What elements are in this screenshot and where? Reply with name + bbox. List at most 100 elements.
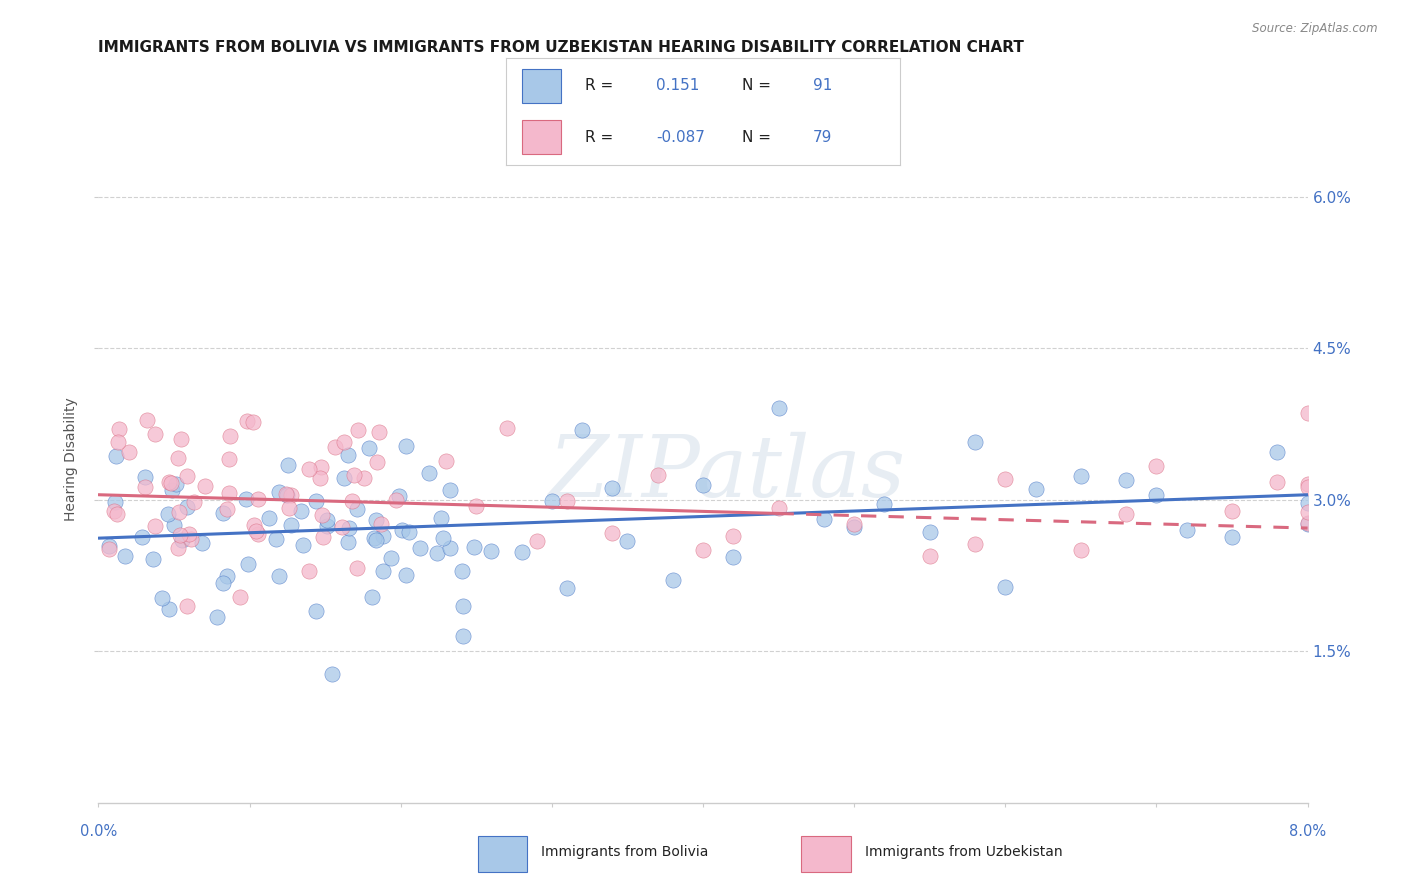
Point bbox=[994, 580, 1017, 594]
Point bbox=[160, 483, 183, 498]
Point bbox=[242, 415, 264, 429]
Point bbox=[205, 610, 228, 624]
Point bbox=[353, 470, 375, 484]
Point bbox=[1115, 473, 1137, 487]
Point bbox=[114, 549, 136, 564]
Point bbox=[1115, 507, 1137, 521]
Point bbox=[333, 471, 356, 485]
Point bbox=[844, 516, 866, 531]
Point bbox=[395, 568, 418, 582]
Point bbox=[398, 524, 420, 539]
Point bbox=[647, 467, 669, 482]
Point bbox=[526, 533, 548, 548]
Point bbox=[1070, 469, 1092, 483]
Point bbox=[1220, 530, 1243, 544]
Point bbox=[370, 516, 392, 531]
Point bbox=[366, 513, 388, 527]
Point bbox=[321, 667, 343, 681]
Point bbox=[170, 533, 193, 548]
Point bbox=[163, 517, 186, 532]
Point bbox=[98, 542, 121, 557]
Point bbox=[276, 487, 298, 501]
Point bbox=[768, 401, 790, 416]
Point bbox=[103, 504, 125, 518]
Text: -0.087: -0.087 bbox=[655, 129, 704, 145]
Point bbox=[965, 434, 987, 449]
Point bbox=[104, 449, 127, 463]
Point bbox=[571, 423, 593, 437]
Bar bbox=[478, 836, 527, 872]
Point bbox=[662, 573, 685, 587]
Point bbox=[434, 454, 457, 468]
Point bbox=[183, 495, 205, 509]
Point bbox=[395, 439, 418, 453]
Text: ZIPatlas: ZIPatlas bbox=[548, 432, 905, 515]
Point bbox=[918, 525, 941, 540]
Point bbox=[1296, 477, 1319, 491]
Point bbox=[167, 450, 190, 465]
Text: Immigrants from Bolivia: Immigrants from Bolivia bbox=[541, 845, 709, 859]
Point bbox=[277, 458, 299, 472]
Point bbox=[330, 520, 353, 534]
Point bbox=[280, 488, 302, 502]
Text: 0.0%: 0.0% bbox=[80, 824, 117, 839]
Point bbox=[409, 541, 432, 555]
Point bbox=[212, 507, 235, 521]
Point bbox=[165, 477, 187, 491]
Point bbox=[1267, 445, 1289, 459]
Point bbox=[692, 478, 714, 492]
Point bbox=[157, 508, 180, 522]
Point bbox=[245, 524, 267, 538]
Point bbox=[157, 602, 180, 616]
Point bbox=[768, 500, 790, 515]
Text: N =: N = bbox=[742, 78, 776, 94]
Point bbox=[844, 520, 866, 534]
Text: 8.0%: 8.0% bbox=[1289, 824, 1326, 839]
Point bbox=[157, 475, 180, 489]
Point bbox=[432, 531, 454, 545]
Point bbox=[426, 546, 449, 560]
Point bbox=[723, 528, 745, 542]
Point bbox=[298, 564, 321, 578]
Point bbox=[247, 491, 270, 506]
Point bbox=[277, 501, 299, 516]
Point bbox=[371, 564, 394, 578]
Point bbox=[194, 479, 217, 493]
Point bbox=[602, 481, 624, 495]
Point bbox=[180, 533, 202, 547]
Point bbox=[236, 557, 259, 571]
Point bbox=[150, 591, 173, 605]
Point bbox=[465, 499, 488, 513]
Point bbox=[269, 484, 291, 499]
Point bbox=[481, 543, 503, 558]
Point bbox=[176, 599, 198, 614]
Point bbox=[368, 425, 391, 439]
Point bbox=[160, 475, 183, 490]
Point bbox=[1296, 480, 1319, 494]
Text: Source: ZipAtlas.com: Source: ZipAtlas.com bbox=[1253, 22, 1378, 36]
Point bbox=[311, 508, 333, 522]
Point bbox=[555, 494, 578, 508]
Point bbox=[510, 545, 533, 559]
Point bbox=[247, 526, 270, 541]
Point bbox=[176, 469, 198, 483]
Point bbox=[134, 480, 156, 494]
Point bbox=[312, 530, 335, 544]
Point bbox=[176, 500, 198, 514]
Point bbox=[98, 539, 121, 553]
Point bbox=[218, 486, 240, 500]
Point bbox=[143, 427, 166, 442]
Point bbox=[363, 531, 385, 545]
Text: N =: N = bbox=[742, 129, 776, 145]
Point bbox=[291, 538, 314, 552]
Point bbox=[336, 534, 359, 549]
Point bbox=[451, 564, 474, 578]
Point bbox=[290, 503, 312, 517]
Point bbox=[298, 461, 321, 475]
Point bbox=[1267, 475, 1289, 490]
Point bbox=[1175, 524, 1198, 538]
Point bbox=[439, 541, 461, 555]
Point bbox=[315, 519, 337, 533]
Point bbox=[602, 525, 624, 540]
Point bbox=[373, 529, 395, 543]
